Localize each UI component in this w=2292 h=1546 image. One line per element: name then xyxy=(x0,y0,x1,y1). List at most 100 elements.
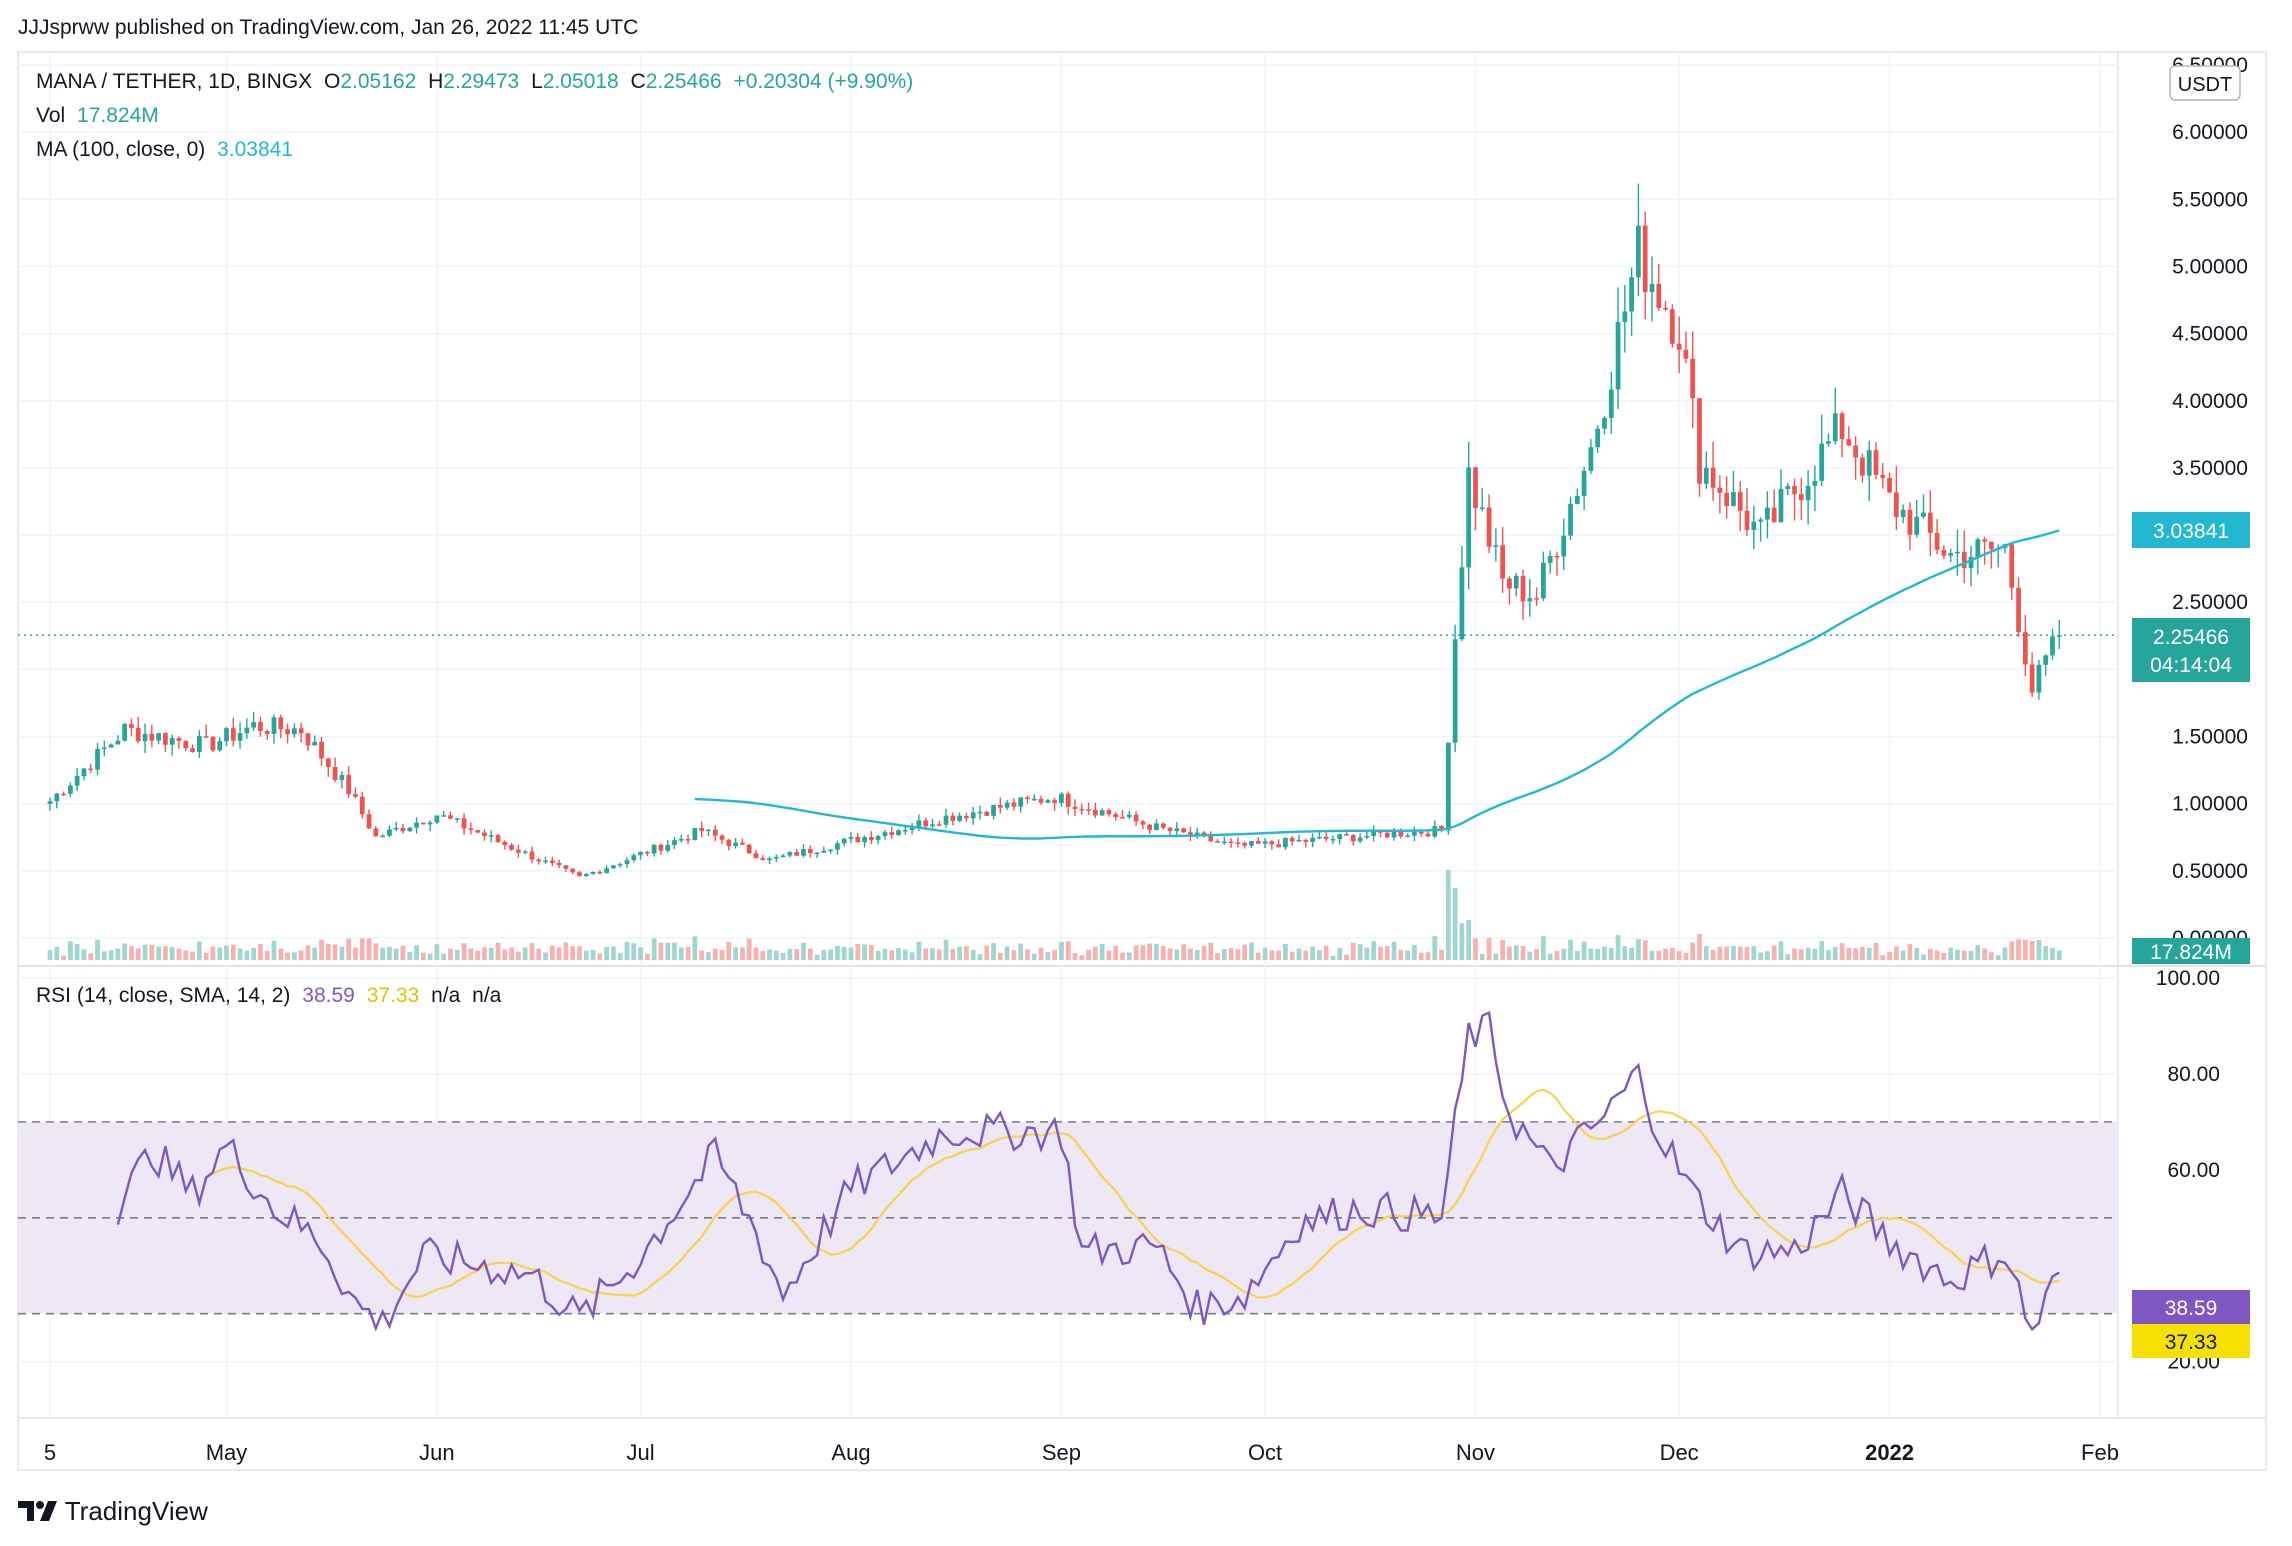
volume-bar xyxy=(291,952,297,960)
time-tick-label: Sep xyxy=(1042,1440,1081,1465)
candle-body xyxy=(1561,535,1567,557)
volume-bar xyxy=(203,952,209,960)
candle-body xyxy=(1608,389,1614,418)
candle-body xyxy=(346,774,352,795)
candle-body xyxy=(1629,277,1634,312)
candle-body xyxy=(210,736,216,751)
volume-bar xyxy=(665,942,671,960)
candle-body xyxy=(1391,831,1397,838)
volume-bar xyxy=(298,950,304,960)
volume-bar xyxy=(1493,953,1499,960)
time-tick-label: Aug xyxy=(831,1440,870,1465)
currency-label: USDT xyxy=(2178,74,2232,96)
candle-body xyxy=(997,804,1003,808)
candle-body xyxy=(875,835,881,840)
candle-body xyxy=(868,837,874,840)
volume-bar xyxy=(1934,950,1940,960)
volume-bar xyxy=(1581,941,1587,960)
candle-body xyxy=(441,815,447,817)
candle-body xyxy=(387,829,392,836)
candle-body xyxy=(1663,307,1668,310)
volume-bar xyxy=(1337,947,1343,960)
volume-bar xyxy=(441,953,447,960)
candle-body xyxy=(142,733,148,742)
candle-body xyxy=(570,868,576,873)
candle-body xyxy=(1805,485,1811,501)
candle-body xyxy=(1099,810,1105,816)
candle-body xyxy=(814,852,820,855)
candle-body xyxy=(936,824,942,826)
candle-body xyxy=(1602,417,1607,429)
volume-bar xyxy=(828,949,834,960)
time-tick-label: Nov xyxy=(1456,1440,1495,1465)
symbol-legend[interactable]: MANA / TETHER, 1D, BINGX O2.05162 H2.294… xyxy=(36,70,919,94)
volume-bar xyxy=(862,944,867,960)
candle-body xyxy=(1581,470,1587,497)
candle-body xyxy=(488,835,494,837)
candle-body xyxy=(1568,503,1573,536)
candle-body xyxy=(1758,519,1763,522)
price-tick-label: 6.00000 xyxy=(2172,121,2248,144)
candle-body xyxy=(923,820,929,827)
volume-bar xyxy=(427,953,433,960)
candle-body xyxy=(291,728,297,735)
candle-body xyxy=(61,793,66,796)
volume-bar xyxy=(135,948,141,960)
volume-bar xyxy=(577,946,582,960)
candle-body xyxy=(1255,840,1261,844)
volume-bar xyxy=(1235,949,1241,960)
candle-body xyxy=(495,835,501,842)
last-price-text: 2.25466 xyxy=(2153,626,2229,649)
volume-bar xyxy=(2036,940,2042,960)
candle-body xyxy=(1310,837,1315,842)
volume-bar xyxy=(1059,942,1064,960)
candle-body xyxy=(841,838,847,844)
volume-legend[interactable]: Vol 17.824M xyxy=(36,104,165,128)
volume-bar xyxy=(1221,948,1227,960)
rsi-legend[interactable]: RSI (14, close, SMA, 14, 2) 38.59 37.33 … xyxy=(36,984,507,1008)
tradingview-logo[interactable]: TradingView xyxy=(18,1496,208,1527)
ma-legend[interactable]: MA (100, close, 0) 3.03841 xyxy=(36,138,299,162)
candle-body xyxy=(1900,509,1906,518)
candle-body xyxy=(651,844,657,854)
volume-bar xyxy=(726,941,732,960)
volume-bar xyxy=(1486,937,1492,960)
candle-body xyxy=(2036,664,2042,693)
volume-bar xyxy=(1649,950,1655,960)
candle-body xyxy=(1744,510,1750,530)
candle-body xyxy=(678,838,684,841)
volume-bar xyxy=(101,951,107,960)
candle-body xyxy=(298,728,304,734)
candle-body xyxy=(1025,797,1030,800)
candle-body xyxy=(285,729,290,735)
candle-body xyxy=(1595,428,1601,448)
volume-bar xyxy=(1520,945,1526,960)
candle-body xyxy=(1710,467,1716,488)
candle-body xyxy=(1092,809,1098,816)
volume-bar xyxy=(760,950,766,960)
volume-bar xyxy=(122,943,128,960)
candle-body xyxy=(1337,834,1343,840)
volume-bar xyxy=(1669,947,1675,960)
candle-body xyxy=(1086,809,1091,811)
candle-body xyxy=(1588,447,1594,471)
candle-body xyxy=(1493,545,1499,547)
volume-bar xyxy=(54,946,60,960)
volume-bar xyxy=(1303,950,1309,960)
tradingview-logo-icon xyxy=(18,1501,57,1521)
volume-bar xyxy=(176,948,182,960)
candle-body xyxy=(1975,539,1981,557)
candle-body xyxy=(1731,492,1736,506)
publisher-line: JJJsprww published on TradingView.com, J… xyxy=(18,16,639,39)
currency-badge[interactable]: USDT xyxy=(2169,65,2241,101)
candle-body xyxy=(780,855,786,857)
volume-bar xyxy=(1201,946,1207,960)
volume-bar xyxy=(1065,941,1071,960)
candle-body xyxy=(1955,551,1960,554)
time-tick-label: Dec xyxy=(1660,1440,1699,1465)
chart-frame xyxy=(17,51,2267,1471)
volume-bars xyxy=(47,870,2062,960)
candle-body xyxy=(163,733,168,745)
volume-bar xyxy=(1819,941,1825,960)
